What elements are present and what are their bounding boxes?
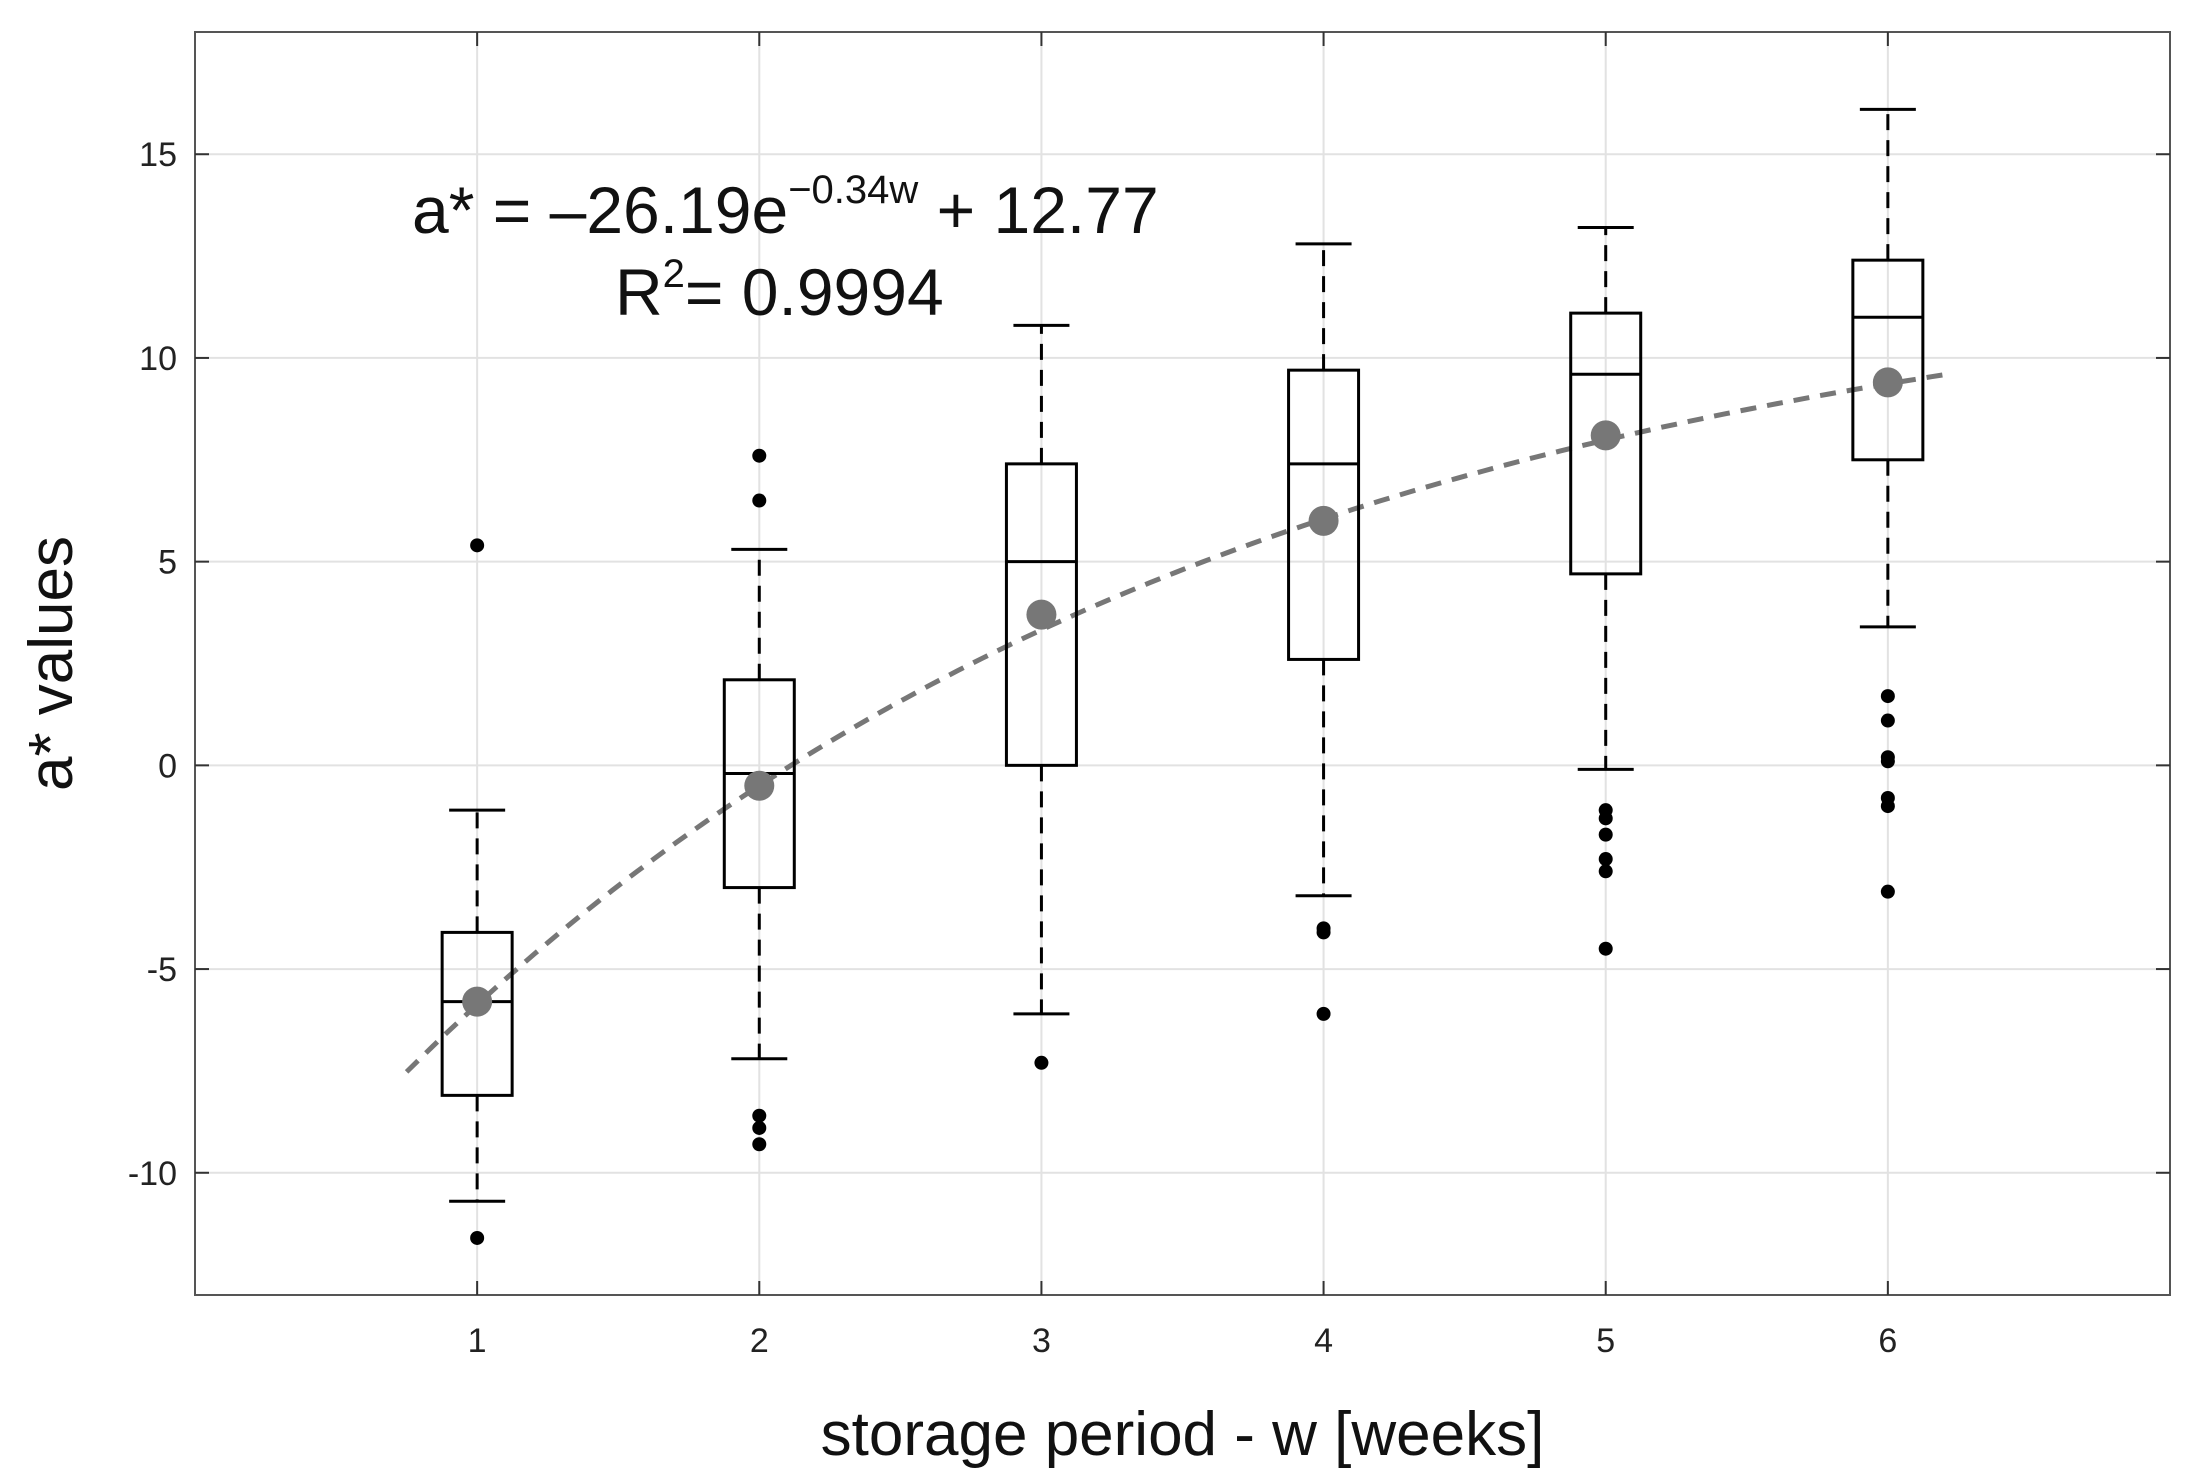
- box-week-2: [722, 448, 796, 1152]
- equation-suffix: + 12.77: [918, 173, 1158, 247]
- outlier-point: [752, 493, 767, 508]
- outlier-point: [1880, 799, 1895, 814]
- outlier-point: [752, 1120, 767, 1135]
- interquartile-box: [1287, 368, 1361, 661]
- outlier-point: [1034, 1055, 1049, 1070]
- interquartile-box: [722, 678, 796, 890]
- equation-exponent: −0.34w: [788, 168, 918, 212]
- r2-suffix: = 0.9994: [685, 255, 944, 329]
- plot-frame: [194, 31, 2171, 1296]
- mean-marker: [1026, 599, 1057, 630]
- outlier-point: [1880, 754, 1895, 769]
- y-tick-label: 5: [158, 544, 177, 582]
- x-tick-label: 3: [1032, 1322, 1051, 1360]
- box-week-5: [1569, 226, 1643, 956]
- box-week-3: [1004, 323, 1078, 1070]
- mean-marker: [1872, 367, 1903, 398]
- x-tick-label: 4: [1314, 1322, 1333, 1360]
- mean-marker: [462, 986, 493, 1017]
- fit-curve: [404, 372, 1945, 1074]
- mean-marker: [744, 770, 775, 801]
- y-axis-label: a* values: [17, 536, 86, 791]
- outlier-point: [1598, 941, 1613, 956]
- mean-marker: [1308, 505, 1339, 536]
- box-week-1: [440, 538, 514, 1245]
- outlier-point: [1880, 713, 1895, 728]
- fit-equation-annotation: a* = –26.19e−0.34w + 12.77 R2= 0.9994: [412, 168, 1159, 329]
- x-tick-label: 2: [750, 1322, 769, 1360]
- y-tick-label: 10: [139, 340, 177, 378]
- interquartile-box: [1851, 258, 1925, 462]
- outlier-point: [752, 1137, 767, 1152]
- y-tick-label: -5: [147, 951, 177, 989]
- y-tick-label: 15: [139, 136, 177, 174]
- y-tick-label: 0: [158, 747, 177, 785]
- x-tick-label: 5: [1596, 1322, 1615, 1360]
- outlier-point: [1880, 884, 1895, 899]
- equation-text: a* = –26.19e−0.34w + 12.77: [412, 168, 1159, 247]
- mean-marker: [1590, 420, 1621, 451]
- y-tick-label: -10: [128, 1155, 177, 1193]
- outlier-point: [470, 1230, 485, 1245]
- x-tick-label: 6: [1878, 1322, 1897, 1360]
- x-axis-label: storage period - w [weeks]: [821, 1400, 1545, 1469]
- outlier-point: [1316, 1006, 1331, 1021]
- r2-superscript: 2: [663, 252, 685, 296]
- box-week-4: [1287, 242, 1361, 1021]
- ticks-layer: 1 2 3 4 5 6 -10 -5 0 5 10 15: [128, 32, 2170, 1360]
- interquartile-box: [440, 930, 514, 1097]
- outlier-point: [470, 538, 485, 553]
- fit-curve-layer: [404, 372, 1945, 1074]
- outlier-point: [1598, 852, 1613, 867]
- outlier-point: [1880, 689, 1895, 704]
- interquartile-box: [1004, 462, 1078, 767]
- r-squared-text: R2= 0.9994: [615, 252, 944, 329]
- outlier-point: [752, 1108, 767, 1123]
- outlier-point: [752, 448, 767, 463]
- outlier-point: [1598, 864, 1613, 879]
- r2-prefix: R: [615, 255, 663, 329]
- x-tick-label: 1: [468, 1322, 487, 1360]
- outlier-point: [1316, 925, 1331, 940]
- interquartile-box: [1569, 311, 1643, 576]
- outlier-point: [1598, 811, 1613, 826]
- box-week-6: [1851, 107, 1925, 899]
- equation-prefix: a* = –26.19e: [412, 173, 788, 247]
- outlier-point: [1598, 827, 1613, 842]
- boxes-layer: [440, 107, 1925, 1245]
